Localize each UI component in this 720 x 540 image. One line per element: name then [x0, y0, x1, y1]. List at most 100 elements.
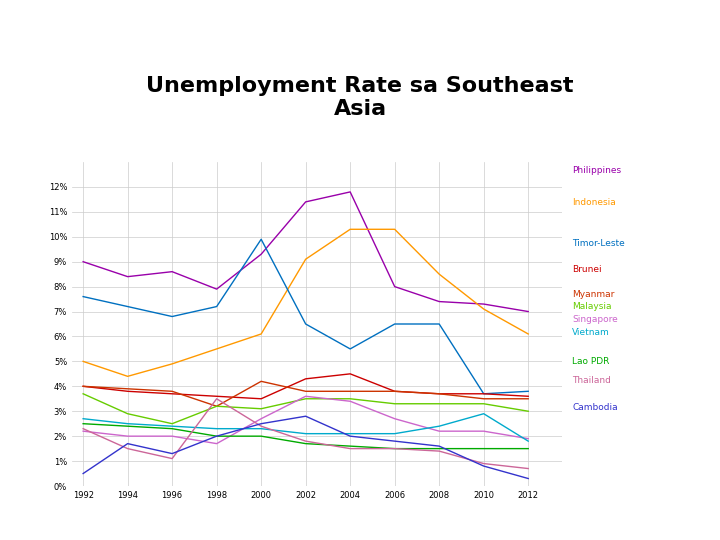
Text: Indonesia: Indonesia — [572, 198, 616, 207]
Lao PDR — [390, 446, 399, 452]
Singapore — [168, 433, 176, 440]
Indonesia — [78, 358, 87, 365]
Malaysia — [435, 401, 444, 407]
Vietnam — [257, 426, 266, 432]
Line: Vietnam: Vietnam — [83, 414, 528, 441]
Vietnam — [435, 423, 444, 429]
Philippines — [524, 308, 533, 315]
Text: Vietnam: Vietnam — [572, 328, 610, 336]
Vietnam — [390, 430, 399, 437]
Lao PDR — [524, 446, 533, 452]
Singapore — [480, 428, 488, 434]
Myanmar — [123, 386, 132, 392]
Vietnam — [524, 438, 533, 444]
Lao PDR — [346, 443, 354, 449]
Indonesia — [346, 226, 354, 233]
Thailand — [346, 446, 354, 452]
Vietnam — [212, 426, 221, 432]
Singapore — [435, 428, 444, 434]
Cambodia — [257, 421, 266, 427]
Vietnam — [346, 430, 354, 437]
Philippines — [257, 251, 266, 258]
Cambodia — [346, 433, 354, 440]
Lao PDR — [78, 421, 87, 427]
Malaysia — [346, 395, 354, 402]
Line: Timor-Leste: Timor-Leste — [83, 239, 528, 394]
Brunei — [123, 388, 132, 395]
Cambodia — [390, 438, 399, 444]
Cambodia — [435, 443, 444, 449]
Malaysia — [524, 408, 533, 415]
Brunei — [435, 390, 444, 397]
Malaysia — [123, 410, 132, 417]
Singapore — [524, 435, 533, 442]
Indonesia — [123, 373, 132, 380]
Brunei — [78, 383, 87, 389]
Brunei — [302, 376, 310, 382]
Lao PDR — [480, 446, 488, 452]
Singapore — [212, 441, 221, 447]
Thailand — [302, 438, 310, 444]
Myanmar — [257, 378, 266, 384]
Cambodia — [480, 463, 488, 469]
Thailand — [524, 465, 533, 472]
Singapore — [390, 415, 399, 422]
Singapore — [346, 398, 354, 404]
Lao PDR — [212, 433, 221, 440]
Indonesia — [524, 330, 533, 337]
Indonesia — [168, 361, 176, 367]
Myanmar — [212, 403, 221, 409]
Brunei — [346, 370, 354, 377]
Timor-Leste — [302, 321, 310, 327]
Text: Unemployment Rate sa Southeast
Asia: Unemployment Rate sa Southeast Asia — [146, 76, 574, 119]
Timor-Leste — [524, 388, 533, 395]
Indonesia — [212, 346, 221, 352]
Timor-Leste — [168, 313, 176, 320]
Lao PDR — [257, 433, 266, 440]
Philippines — [168, 268, 176, 275]
Thailand — [123, 446, 132, 452]
Timor-Leste — [78, 293, 87, 300]
Philippines — [78, 259, 87, 265]
Myanmar — [346, 388, 354, 395]
Philippines — [346, 188, 354, 195]
Malaysia — [480, 401, 488, 407]
Cambodia — [302, 413, 310, 420]
Malaysia — [78, 390, 87, 397]
Timor-Leste — [390, 321, 399, 327]
Text: Malaysia: Malaysia — [572, 302, 612, 311]
Brunei — [390, 388, 399, 395]
Cambodia — [123, 441, 132, 447]
Singapore — [123, 433, 132, 440]
Timor-Leste — [212, 303, 221, 310]
Line: Lao PDR: Lao PDR — [83, 424, 528, 449]
Timor-Leste — [257, 236, 266, 242]
Philippines — [302, 199, 310, 205]
Brunei — [212, 393, 221, 400]
Myanmar — [78, 383, 87, 389]
Cambodia — [212, 433, 221, 440]
Vietnam — [78, 415, 87, 422]
Vietnam — [123, 421, 132, 427]
Indonesia — [435, 271, 444, 278]
Text: Myanmar: Myanmar — [572, 290, 615, 299]
Brunei — [168, 390, 176, 397]
Lao PDR — [123, 423, 132, 429]
Brunei — [524, 393, 533, 400]
Text: Cambodia: Cambodia — [572, 403, 618, 412]
Malaysia — [168, 421, 176, 427]
Thailand — [168, 455, 176, 462]
Philippines — [123, 273, 132, 280]
Malaysia — [302, 395, 310, 402]
Thailand — [390, 446, 399, 452]
Malaysia — [390, 401, 399, 407]
Singapore — [78, 428, 87, 434]
Cambodia — [168, 450, 176, 457]
Lao PDR — [302, 441, 310, 447]
Vietnam — [480, 410, 488, 417]
Vietnam — [168, 423, 176, 429]
Timor-Leste — [480, 390, 488, 397]
Philippines — [480, 301, 488, 307]
Myanmar — [168, 388, 176, 395]
Timor-Leste — [435, 321, 444, 327]
